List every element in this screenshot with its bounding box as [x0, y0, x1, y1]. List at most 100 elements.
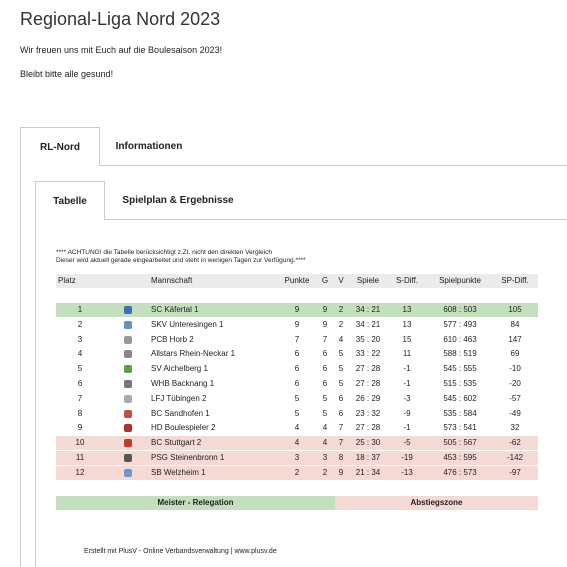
table-cell: -3 — [403, 393, 411, 403]
table-cell: -20 — [509, 379, 521, 388]
tab[interactable]: Informationen — [115, 141, 183, 152]
column-header: Mannschaft — [151, 276, 193, 285]
tab[interactable]: RL-Nord — [20, 127, 100, 166]
table-cell: 34 : 21 — [355, 305, 381, 314]
table-cell: 105 — [508, 305, 522, 314]
table-cell: 1 — [77, 305, 83, 314]
table-cell: 573 : 541 — [443, 423, 477, 433]
team-logo — [124, 394, 132, 403]
table-cell: 13 — [402, 319, 412, 329]
panel-border — [20, 165, 21, 567]
table-row: 8 BC Sandhofen 1 5 5 6 23 : 32 -9 535 : 584 -49 — [56, 407, 538, 421]
table-row: 11 PSG Steinenbronn 1 3 3 8 18 : 37 -19 453 : 5… — [56, 451, 538, 465]
team-logo — [124, 365, 132, 374]
notice-line: Dieser wird aktuell gerade eingearbeitet… — [56, 257, 306, 264]
subtab[interactable]: Tabelle — [35, 181, 105, 220]
table-cell: 608 : 503 — [443, 305, 477, 314]
table-cell: 5 — [322, 408, 328, 418]
table-cell: 6 — [294, 364, 300, 374]
table-cell: 5 — [77, 364, 83, 374]
table-cell: -57 — [509, 393, 521, 403]
table-cell: 5 — [294, 408, 300, 418]
column-header: Punkte — [284, 276, 310, 285]
table-cell: 5 — [322, 393, 328, 403]
table-row: 3 PCB Horb 2 7 7 4 35 : 20 15 610 : 463 147 — [56, 333, 538, 347]
table-cell: -9 — [403, 408, 411, 418]
table-cell: 2 — [338, 305, 344, 314]
table-cell: 27 : 28 — [355, 364, 381, 374]
table-cell: 3 — [294, 453, 300, 462]
table-cell: 33 : 22 — [355, 349, 381, 359]
table-cell: 10 — [75, 438, 85, 448]
table-row: 6 WHB Backnang 1 6 6 5 27 : 28 -1 515 : 535 -20 — [56, 377, 538, 391]
table-cell: -5 — [403, 438, 411, 448]
table-cell: -142 — [506, 453, 524, 462]
table-cell: 12 — [75, 467, 85, 477]
table-cell: 147 — [508, 334, 522, 344]
team-logo — [124, 424, 132, 433]
table-cell: 27 : 28 — [355, 379, 381, 388]
table-cell: Allstars Rhein-Neckar 1 — [151, 349, 236, 359]
table-cell: 453 : 595 — [443, 453, 477, 462]
table-cell: 2 — [322, 467, 328, 477]
table-row: 1 SC Käfertal 1 9 9 2 34 : 21 13 608 : 503 105 — [56, 303, 538, 317]
table-cell: -19 — [401, 453, 413, 462]
table-cell: 545 : 555 — [443, 364, 477, 374]
table-cell: -10 — [509, 364, 521, 374]
table-cell: 577 : 493 — [443, 319, 477, 329]
table-header: Platz Mannschaft Punkte G V Spiele S-Diff. Spie… — [56, 274, 538, 288]
table-cell: BC Stuttgart 2 — [151, 438, 202, 448]
table-cell: 4 — [338, 334, 344, 344]
team-logo — [124, 320, 132, 329]
table-cell: 2 — [294, 467, 300, 477]
table-cell: 15 — [402, 334, 412, 344]
table-cell: 8 — [338, 453, 344, 462]
table-cell: 7 — [322, 334, 328, 344]
table-cell: 6 — [322, 349, 328, 359]
table-cell: 8 — [77, 408, 83, 418]
table-cell: 505 : 567 — [443, 438, 477, 448]
table-row: 7 LFJ Tübingen 2 5 5 6 26 : 29 -3 545 : 602 -57 — [56, 392, 538, 406]
subtab-border — [35, 219, 567, 220]
intro-line: Bleibt bitte alle gesund! — [20, 69, 114, 79]
table-cell: 6 — [338, 393, 344, 403]
table-cell: 4 — [294, 423, 300, 433]
table-cell: 6 — [338, 408, 344, 418]
footer: Erstellt mit PlusV - Online Verbandsverw… — [84, 548, 277, 555]
table-cell: 9 — [338, 467, 344, 477]
table-cell: WHB Backnang 1 — [151, 379, 215, 388]
column-header: Spiele — [356, 276, 380, 285]
team-logo — [124, 409, 132, 418]
page-title: Regional-Liga Nord 2023 — [20, 9, 221, 29]
team-logo — [124, 335, 132, 344]
table-cell: 5 — [338, 364, 344, 374]
table-cell: 84 — [510, 319, 520, 329]
column-header: G — [321, 276, 329, 285]
column-header: S-Diff. — [395, 276, 419, 285]
table-cell: LFJ Tübingen 2 — [151, 393, 207, 403]
table-cell: 9 — [294, 319, 300, 329]
column-header: V — [338, 276, 344, 285]
table-cell: -97 — [509, 467, 521, 477]
table-cell: 3 — [77, 334, 83, 344]
team-logo — [124, 350, 132, 359]
table-cell: 2 — [338, 319, 344, 329]
table-row: 4 Allstars Rhein-Neckar 1 6 6 5 33 : 22 11 588 … — [56, 347, 538, 361]
table-cell: 7 — [338, 438, 344, 448]
table-cell: 476 : 573 — [443, 467, 477, 477]
team-logo — [124, 468, 132, 477]
table-cell: -1 — [403, 379, 411, 388]
table-cell: 9 — [322, 305, 328, 314]
table-cell: 23 : 32 — [355, 408, 381, 418]
table-cell: 27 : 28 — [355, 423, 381, 433]
table-cell: 610 : 463 — [443, 334, 477, 344]
table-cell: 7 — [338, 423, 344, 433]
subtab[interactable]: Spielplan & Ergebnisse — [122, 195, 234, 206]
column-header: Platz — [58, 276, 76, 285]
table-row: 12 SB Welzheim 1 2 2 9 21 : 34 -13 476 : 573 -97 — [56, 465, 538, 480]
table-cell: PCB Horb 2 — [151, 334, 194, 344]
table-cell: 69 — [510, 349, 520, 359]
table-cell: SB Welzheim 1 — [151, 467, 206, 477]
table-cell: 7 — [77, 393, 83, 403]
